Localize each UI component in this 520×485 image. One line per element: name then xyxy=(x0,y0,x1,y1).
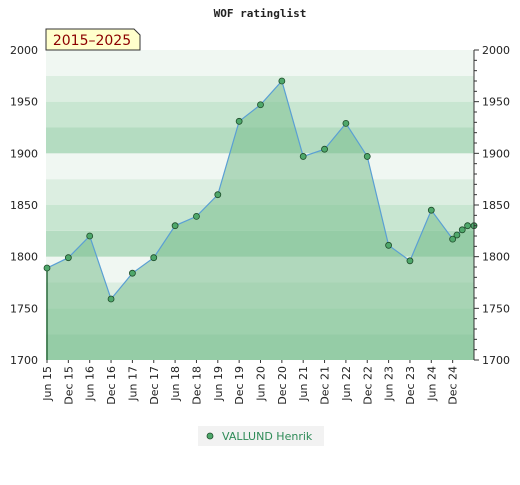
x-tick-label: Dec 15 xyxy=(62,366,75,405)
x-tick-label: Jun 17 xyxy=(126,366,139,402)
data-point xyxy=(193,212,200,220)
y-tick-label-left: 1750 xyxy=(10,302,38,315)
data-point xyxy=(321,145,328,153)
x-tick-label: Dec 21 xyxy=(319,366,332,405)
legend-marker xyxy=(206,432,214,440)
x-tick-label: Dec 18 xyxy=(190,366,203,405)
data-point xyxy=(64,254,72,262)
data-point xyxy=(235,117,243,125)
x-tick-label: Jun 21 xyxy=(297,366,310,402)
y-tick-label-right: 1750 xyxy=(482,302,510,315)
series-area xyxy=(47,81,474,360)
x-tick-label: Jun 20 xyxy=(255,366,268,402)
data-point xyxy=(453,231,461,239)
period-badge xyxy=(45,28,141,51)
x-tick-label: Dec 17 xyxy=(148,366,161,405)
x-tick-label: Jun 18 xyxy=(169,366,182,402)
y-tick-label-right: 1800 xyxy=(482,251,510,264)
data-point xyxy=(107,295,115,303)
x-tick-label: Dec 20 xyxy=(276,366,289,405)
data-point xyxy=(299,153,307,160)
period-badge-label: 2015–2025 xyxy=(53,33,131,49)
y-tick-label-right: 1950 xyxy=(482,96,510,109)
y-tick-label-right: 1700 xyxy=(482,354,510,367)
data-point xyxy=(128,269,136,277)
data-point xyxy=(363,153,371,160)
data-point xyxy=(150,254,158,262)
x-tick-label: Jun 16 xyxy=(84,366,97,402)
data-point xyxy=(464,222,471,230)
y-tick-label-left: 2000 xyxy=(10,44,38,57)
x-tick-label: Jun 23 xyxy=(383,366,396,402)
legend-box xyxy=(198,426,324,446)
x-tick-label: Dec 22 xyxy=(361,366,374,405)
data-point xyxy=(257,101,264,109)
x-tick-label: Dec 23 xyxy=(404,366,417,405)
data-point xyxy=(449,235,457,243)
data-point xyxy=(86,232,94,240)
grid-band xyxy=(46,75,474,102)
data-point xyxy=(406,257,414,265)
data-point xyxy=(458,226,466,234)
chart-title: WOF ratinglist xyxy=(214,7,307,20)
y-tick-label-left: 1800 xyxy=(10,251,38,264)
data-point xyxy=(342,119,350,127)
data-point xyxy=(278,77,286,85)
y-tick-label-right: 1900 xyxy=(482,147,510,160)
data-point xyxy=(171,222,179,230)
x-tick-label: Dec 16 xyxy=(105,366,118,405)
y-tick-label-left: 1900 xyxy=(10,147,38,160)
y-tick-label-right: 2000 xyxy=(482,44,510,57)
x-tick-label: Dec 24 xyxy=(447,366,460,405)
x-tick-label: Jun 19 xyxy=(212,366,225,402)
x-tick-label: Jun 22 xyxy=(340,366,353,402)
x-tick-label: Jun 24 xyxy=(425,366,438,402)
data-point xyxy=(43,264,51,272)
y-tick-label-left: 1950 xyxy=(10,96,38,109)
y-tick-label-left: 1850 xyxy=(10,199,38,212)
y-tick-label-left: 1700 xyxy=(10,354,38,367)
data-point xyxy=(214,191,222,199)
y-tick-label-right: 1850 xyxy=(482,199,510,212)
legend-label: VALLUND Henrik xyxy=(222,430,313,443)
x-tick-label: Jun 15 xyxy=(41,366,54,402)
data-point xyxy=(427,206,435,214)
data-point xyxy=(385,241,393,249)
grid-band xyxy=(46,50,474,76)
x-tick-label: Dec 19 xyxy=(233,366,246,405)
